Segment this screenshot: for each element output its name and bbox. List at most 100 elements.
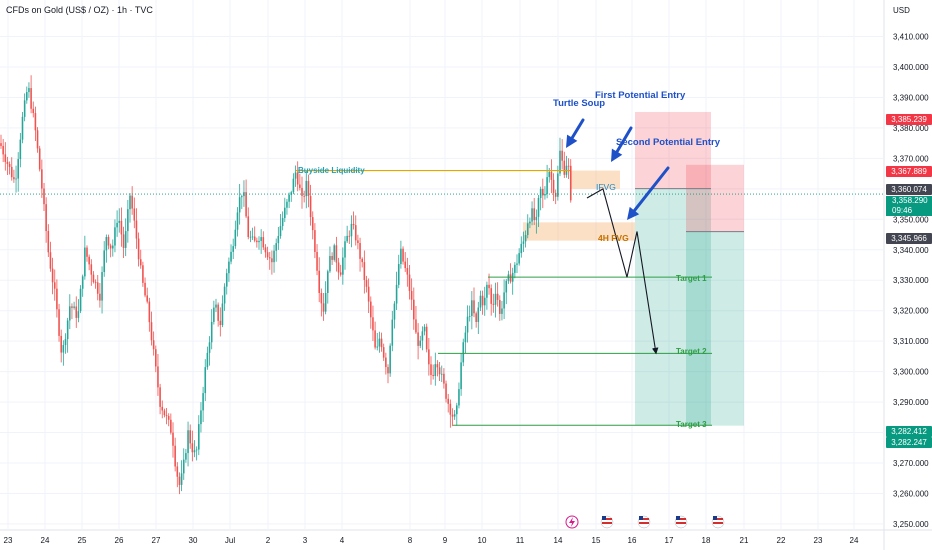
candle-body xyxy=(477,307,480,322)
price-tag-stop-1: 3,385.239 xyxy=(886,114,932,125)
candle-body xyxy=(526,223,529,236)
candle-body xyxy=(327,271,329,293)
candle-body xyxy=(428,349,430,365)
candle-body xyxy=(228,261,230,274)
candle-body xyxy=(103,250,105,273)
candle-body xyxy=(195,449,198,451)
candle-body xyxy=(146,295,148,302)
candle-body xyxy=(41,169,43,189)
candle-body xyxy=(395,284,398,304)
price-tag-current: 3,358.290 09:46 xyxy=(886,196,932,216)
candle-body xyxy=(116,222,118,228)
candle-body xyxy=(318,270,320,293)
candle-body xyxy=(374,330,376,348)
candle-body xyxy=(301,187,303,196)
candle-body xyxy=(434,364,437,377)
candle-body xyxy=(307,180,310,197)
currency-label[interactable]: USD xyxy=(893,6,910,15)
candle-body xyxy=(234,229,237,247)
candle-body xyxy=(516,263,518,265)
candle-body xyxy=(473,300,475,314)
time-tick-label: 23 xyxy=(814,536,823,545)
candle-body xyxy=(514,264,516,273)
price-tick-label: 3,350.000 xyxy=(893,215,929,224)
fvg-4h-box xyxy=(523,222,635,241)
candle-body xyxy=(157,366,159,388)
candle-body xyxy=(273,250,275,263)
candle-body xyxy=(309,196,312,218)
us-flag-stripe-icon xyxy=(602,518,612,520)
time-tick-label: 27 xyxy=(152,536,161,545)
candle-body xyxy=(133,208,136,221)
annotation-drawings xyxy=(566,118,670,355)
candle-body xyxy=(217,304,219,321)
candle-body xyxy=(479,295,482,308)
time-tick-label: Jul xyxy=(225,536,235,545)
ifvg-label: IFVG xyxy=(596,182,616,192)
price-tag-target-2: 3,282.247 xyxy=(886,437,932,448)
candle-body xyxy=(421,331,424,341)
candle-body xyxy=(425,326,428,350)
candle-body xyxy=(165,415,168,417)
candle-body xyxy=(28,88,30,93)
candle-body xyxy=(159,387,161,407)
time-tick-label: 25 xyxy=(78,536,87,545)
candle-body xyxy=(200,410,202,425)
candle-body xyxy=(266,252,269,258)
candle-body xyxy=(331,256,333,260)
candle-body xyxy=(333,245,336,260)
target-2-label: Target 2 xyxy=(676,347,707,356)
turtle-soup-label: Turtle Soup xyxy=(553,98,605,109)
candle-body xyxy=(30,88,32,109)
candle-body xyxy=(275,243,277,251)
candle-body xyxy=(440,373,443,375)
candle-body xyxy=(281,218,284,227)
us-flag-canton-icon xyxy=(676,516,680,520)
price-tag-entry-2: 3,345.966 xyxy=(886,233,932,244)
candle-body xyxy=(232,246,234,252)
candle-body xyxy=(101,272,103,301)
candle-body xyxy=(260,237,262,241)
turtle-soup-arrow-head xyxy=(566,134,578,148)
symbol-title[interactable]: CFDs on Gold (US$ / OZ) · 1h · TVC xyxy=(6,5,153,15)
candle-body xyxy=(550,171,553,180)
candle-body xyxy=(34,113,37,131)
candle-body xyxy=(344,241,346,258)
candle-body xyxy=(339,272,342,275)
time-tick-label: 17 xyxy=(665,536,674,545)
candle-body xyxy=(380,338,383,348)
candle-body xyxy=(483,297,486,306)
candle-body xyxy=(150,322,153,341)
candle-body xyxy=(107,236,110,246)
candle-body xyxy=(66,320,69,340)
candle-body xyxy=(552,179,555,193)
candle-body xyxy=(509,274,512,282)
candle-body xyxy=(445,383,447,399)
candle-body xyxy=(56,288,58,310)
candle-body xyxy=(529,221,531,224)
candle-body xyxy=(284,207,286,219)
candle-body xyxy=(423,326,426,332)
candle-body xyxy=(10,166,13,178)
time-tick-label: 10 xyxy=(478,536,487,545)
candle-body xyxy=(393,303,396,320)
candle-body xyxy=(466,316,469,333)
candle-body xyxy=(329,256,331,272)
candle-body xyxy=(118,220,121,223)
candles xyxy=(0,75,572,495)
candle-body xyxy=(92,274,95,282)
candle-body xyxy=(413,299,415,320)
candle-body xyxy=(19,139,22,160)
candle-body xyxy=(370,301,372,318)
candle-body xyxy=(288,194,290,202)
candle-body xyxy=(569,165,572,201)
candle-body xyxy=(131,195,133,209)
candle-body xyxy=(176,466,179,477)
first-entry-arrow-head xyxy=(611,148,623,162)
time-tick-label: 14 xyxy=(554,536,563,545)
candle-body xyxy=(210,321,213,343)
us-flag-stripe-icon xyxy=(602,522,612,524)
candle-body xyxy=(258,240,260,243)
